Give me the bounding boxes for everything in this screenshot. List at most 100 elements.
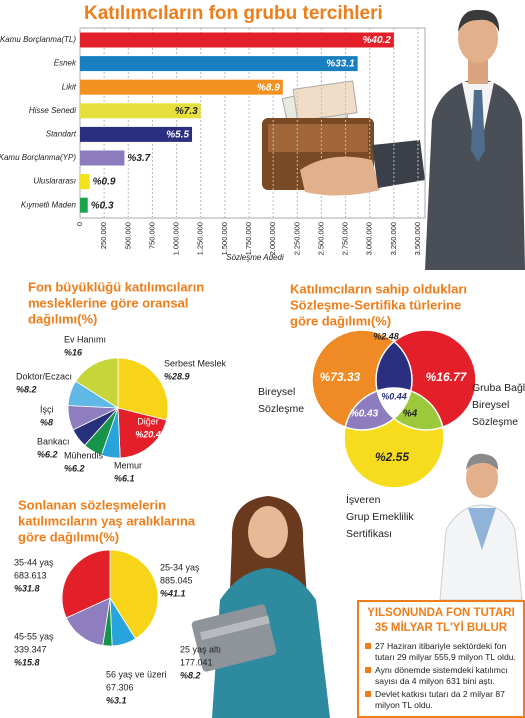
slice-label: 45-55 yaş (14, 631, 54, 641)
chart-title: göre dağılımı(%) (290, 313, 391, 328)
x-tick-label: 2.750.000 (341, 222, 350, 255)
value-label: %6.2 (37, 449, 58, 459)
news-list: 27 Haziran itibariyle sektördeki fon tut… (365, 641, 519, 711)
news-bullet: Devlet katkısı tutarı da 2 milyar 87 mil… (365, 689, 519, 711)
pie-slice (117, 407, 167, 459)
x-tick-label: 250.000 (99, 222, 108, 249)
bar (80, 103, 201, 119)
bar-label: %7.3 (175, 106, 198, 117)
y-tick-label: Kıymetli Maden (21, 200, 77, 209)
bar-label: %33.1 (326, 59, 355, 70)
value-label: %8.2 (180, 670, 201, 680)
x-tick-label: 3.000.000 (365, 222, 374, 255)
y-tick-label: Hisse Senedi (29, 106, 76, 115)
slice-label: Memur (114, 460, 142, 470)
value-label: %15.8 (14, 657, 40, 667)
chart-title: Katılımcıların sahip oldukları (290, 281, 467, 296)
pie-slice (75, 357, 119, 409)
set-label: Bireysel (472, 399, 509, 411)
set-label: Sözleşme (472, 416, 518, 428)
bar (80, 197, 88, 213)
venn-label: %0.43 (350, 409, 379, 420)
illustration-wallet (262, 80, 425, 196)
venn-region (344, 388, 412, 430)
y-tick-label: Standart (46, 130, 77, 139)
value-label: %3.1 (106, 695, 127, 705)
pie-slice (117, 357, 169, 421)
bar (80, 32, 394, 48)
bar-label: %5.5 (166, 130, 189, 141)
slice-label: Diğer (137, 416, 159, 426)
bar-label: %0.9 (93, 177, 116, 188)
value-label: %6.1 (114, 473, 135, 483)
x-tick-label: 750.000 (147, 222, 156, 249)
y-tick-label: Kamu Borçlanma(YP) (0, 153, 76, 162)
set-label: Bireysel (258, 386, 295, 398)
x-tick-label: 2.250.000 (292, 222, 301, 255)
value-label: %6.2 (64, 463, 85, 473)
illustration-businessman (425, 9, 525, 270)
news-box: YILSONUNDA FON TUTARI 35 MİLYAR TL'Yİ BU… (357, 600, 525, 718)
y-tick-label: Kamu Borçlanma(TL) (0, 35, 76, 44)
set-label: Sözleşme (258, 403, 304, 415)
pie-slice (61, 549, 111, 619)
bar (80, 150, 125, 166)
chart-title: mesleklerine göre oransal (28, 295, 188, 310)
x-tick-label: 3.250.000 (389, 222, 398, 255)
x-tick-label: 0 (75, 222, 84, 226)
slice-label: Ev Hanımı (64, 334, 106, 344)
plot-frame (79, 27, 426, 219)
y-tick-label: Esnek (54, 59, 77, 68)
venn-label: %16.77 (426, 370, 468, 384)
value-label: 885.045 (160, 575, 193, 585)
venn-label: %73.33 (320, 370, 361, 384)
chart-title: katılımcıların yaş aralıklarına (18, 513, 196, 528)
y-tick-label: Likit (62, 82, 77, 91)
slice-label: İşçi (40, 404, 54, 414)
x-tick-label: 2.500.000 (316, 222, 325, 255)
illustration-nurse (191, 496, 330, 718)
value-label: %8 (40, 417, 53, 427)
bar (80, 79, 283, 95)
bar-label: %3.7 (127, 153, 150, 164)
news-title: 35 MİLYAR TL'Yİ BULUR (374, 622, 508, 634)
venn-outline (311, 329, 413, 431)
bar (80, 126, 193, 142)
illustration-doctor (439, 453, 523, 601)
chart-title: Fon büyüklüğü katılımcıların (28, 279, 204, 294)
value-label: %41.1 (160, 588, 186, 598)
x-tick-label: 1.250.000 (196, 222, 205, 255)
x-tick-label: 1.500.000 (220, 222, 229, 255)
bar (80, 174, 90, 190)
set-label: İşveren (346, 493, 381, 506)
bar (80, 56, 358, 72)
y-tick-label: Uluslararası (33, 177, 76, 186)
value-label: 177.041 (180, 657, 213, 667)
venn-outline (375, 329, 477, 431)
chart-title: Sözleşme-Sertifika türlerine (290, 297, 461, 312)
pie-slice (65, 597, 111, 646)
slice-label: Serbest Meslek (164, 358, 227, 368)
value-label: 339.347 (14, 644, 47, 654)
news-bullet: 27 Haziran itibariyle sektördeki fon tut… (365, 641, 519, 663)
news-bullet: Aynı dönemde sistemdeki katılımcı sayısı… (365, 665, 519, 687)
set-label: Sertifikası (346, 528, 392, 540)
x-tick-label: 500.000 (123, 222, 132, 249)
value-label: 67.306 (106, 682, 134, 692)
x-tick-label: 1.000.000 (172, 222, 181, 255)
venn-label: %4 (403, 409, 418, 420)
news-title: YILSONUNDA FON TUTARI (367, 607, 515, 619)
value-label: %28.9 (164, 371, 190, 381)
slice-label: 35-44 yaş (14, 557, 54, 567)
slice-label: Doktor/Eczacı (16, 371, 72, 381)
venn-region (376, 388, 444, 430)
venn-label: %2.55 (375, 450, 409, 464)
chart-title: dağılımı(%) (28, 311, 97, 326)
value-label: 683.613 (14, 570, 47, 580)
bar-label: %40.2 (362, 35, 391, 46)
x-axis-title: Sözleşme Adedi (226, 253, 284, 262)
set-label: Gruba Bağlı (472, 382, 525, 394)
slice-label: Mühendis (64, 450, 104, 460)
